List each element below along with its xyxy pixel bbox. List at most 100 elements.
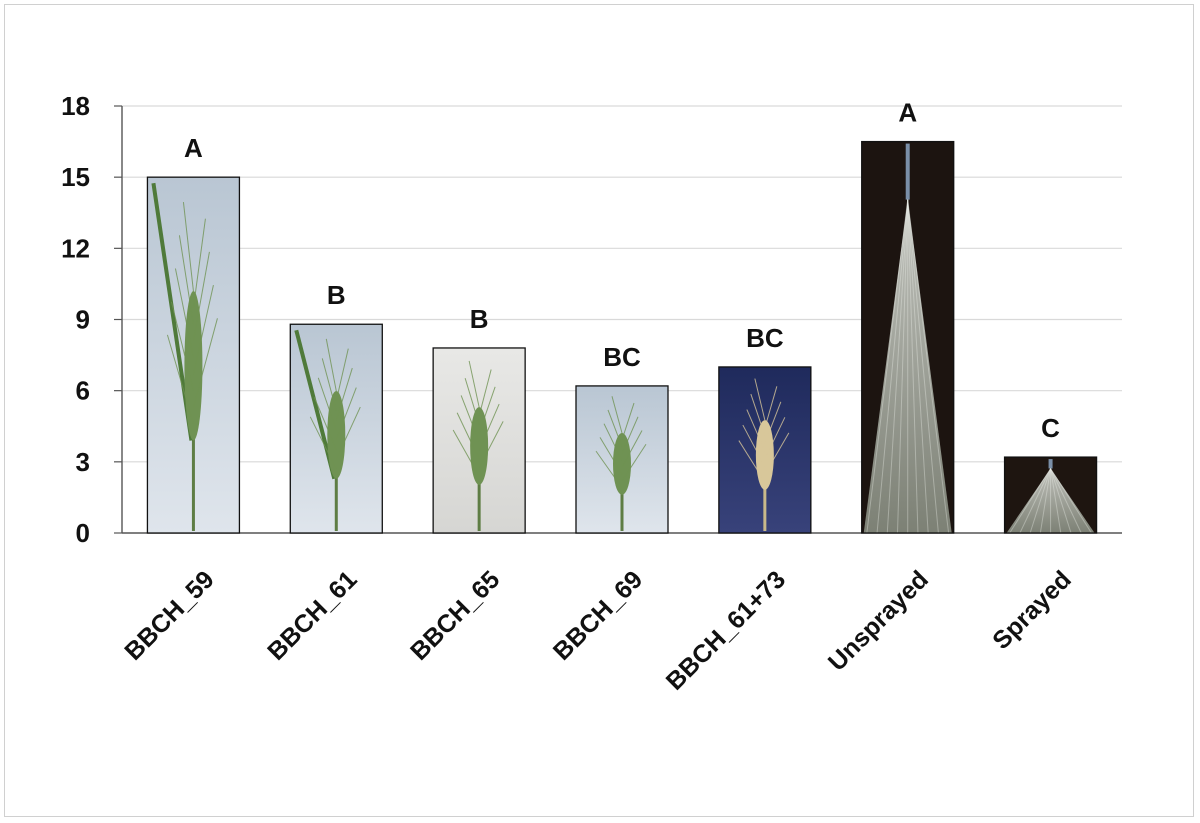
wheat-awn xyxy=(192,218,206,308)
y-tick-label: 6 xyxy=(76,376,90,406)
wheat-awn xyxy=(170,301,194,391)
y-tick-label: 9 xyxy=(76,305,90,335)
wheat-awn xyxy=(317,377,337,431)
nozzle-icon xyxy=(905,143,910,200)
x-tick-label: BBCH_61 xyxy=(262,565,362,665)
spray-cone xyxy=(863,199,952,534)
spray-streak xyxy=(907,199,919,534)
x-tick-label: BBCH_69 xyxy=(548,565,648,665)
wheat-awn xyxy=(621,443,647,482)
wheat-awn xyxy=(611,396,623,434)
bar-sprayed xyxy=(1003,456,1098,534)
wheat-awn xyxy=(478,369,492,416)
wheat-awn xyxy=(764,432,790,475)
x-tick-label: Unsprayed xyxy=(823,565,934,676)
spray-streak xyxy=(876,199,909,534)
spray-streak xyxy=(1050,468,1082,534)
bar-outline xyxy=(1003,456,1098,534)
nozzle-icon xyxy=(1048,459,1053,469)
wheat-awn xyxy=(335,387,357,440)
spray-streak xyxy=(866,199,909,534)
bars xyxy=(146,140,1098,534)
significance-letter: B xyxy=(327,280,346,310)
wheat-awn xyxy=(192,318,218,408)
y-tick-label: 3 xyxy=(76,447,90,477)
spray-streak xyxy=(1039,468,1052,534)
spray-streak xyxy=(1029,468,1052,534)
bar-unsprayed xyxy=(861,140,955,534)
x-tick-label: Sprayed xyxy=(987,565,1077,655)
wheat-awn xyxy=(742,424,766,467)
spray-cone xyxy=(1006,468,1095,533)
spray-streak xyxy=(1019,468,1052,534)
wheat-awn xyxy=(621,416,639,454)
spray-streak xyxy=(1050,468,1072,534)
gridlines xyxy=(122,105,1122,463)
wheat-awn xyxy=(182,202,194,292)
wheat-awn xyxy=(335,348,349,401)
spray-streak xyxy=(1009,468,1051,534)
wheat-awn xyxy=(754,378,766,421)
wheat-awn xyxy=(603,423,623,461)
wheat-awn xyxy=(746,409,766,452)
spray-streak xyxy=(886,199,909,534)
wheat-awn xyxy=(478,421,504,468)
significance-letter: C xyxy=(1041,413,1060,443)
wheat-awn xyxy=(335,406,361,460)
spray-streak xyxy=(907,199,950,534)
significance-letter: A xyxy=(898,98,917,128)
wheat-awn xyxy=(764,417,786,460)
wheat-ear xyxy=(613,432,631,495)
significance-letter: B xyxy=(470,304,489,334)
wheat-ear xyxy=(327,391,346,479)
wheat-awn xyxy=(468,360,480,408)
spray-streak xyxy=(896,199,909,534)
wheat-awn xyxy=(464,378,480,425)
significance-letter: A xyxy=(184,133,203,163)
bar-bbch-59 xyxy=(146,176,241,534)
wheat-awn xyxy=(309,416,337,470)
wheat-awn xyxy=(621,430,643,468)
wheat-awn xyxy=(174,268,194,358)
wheat-awn xyxy=(750,393,766,436)
bar-bbch-61 xyxy=(289,323,383,534)
y-tick-label: 0 xyxy=(76,518,90,548)
wheat-awn xyxy=(192,251,210,341)
significance-letter: BC xyxy=(603,342,641,372)
wheat-ear xyxy=(184,291,203,441)
x-tick-label: BBCH_65 xyxy=(405,565,505,665)
wheat-awn xyxy=(460,395,480,442)
wheat-awn xyxy=(313,397,337,450)
bar-bbch-69 xyxy=(575,385,669,534)
wheat-awn xyxy=(456,412,480,460)
wheat-leaf xyxy=(294,329,337,480)
wheat-awn xyxy=(325,338,337,392)
wheat-awn xyxy=(192,284,214,375)
wheat-awn xyxy=(452,429,480,477)
wheat-awn xyxy=(607,409,623,447)
wheat-awn xyxy=(764,401,782,444)
wheat-awn xyxy=(764,386,778,428)
wheat-awn xyxy=(478,403,500,451)
wheat-awn xyxy=(178,235,194,325)
spray-streak xyxy=(907,199,929,534)
bar-bbch-61-73 xyxy=(718,366,812,534)
wheat-awn xyxy=(335,367,353,421)
wheat-ear xyxy=(470,407,489,485)
wheat-awn xyxy=(595,450,623,489)
wheat-awn xyxy=(621,402,635,441)
spray-streak xyxy=(907,199,939,534)
wheat-awn xyxy=(321,358,337,411)
bar-bbch-65 xyxy=(432,347,526,534)
y-tick-label: 15 xyxy=(61,162,90,192)
wheat-awn xyxy=(166,334,194,425)
significance-letter: BC xyxy=(746,323,784,353)
wheat-awn xyxy=(738,440,766,483)
wheat-awn xyxy=(478,386,496,434)
wheat-leaf xyxy=(151,182,194,441)
spray-streak xyxy=(1050,468,1092,534)
wheat-ear xyxy=(755,420,774,490)
y-tick-label: 12 xyxy=(61,233,90,263)
bar-outline xyxy=(861,140,955,534)
